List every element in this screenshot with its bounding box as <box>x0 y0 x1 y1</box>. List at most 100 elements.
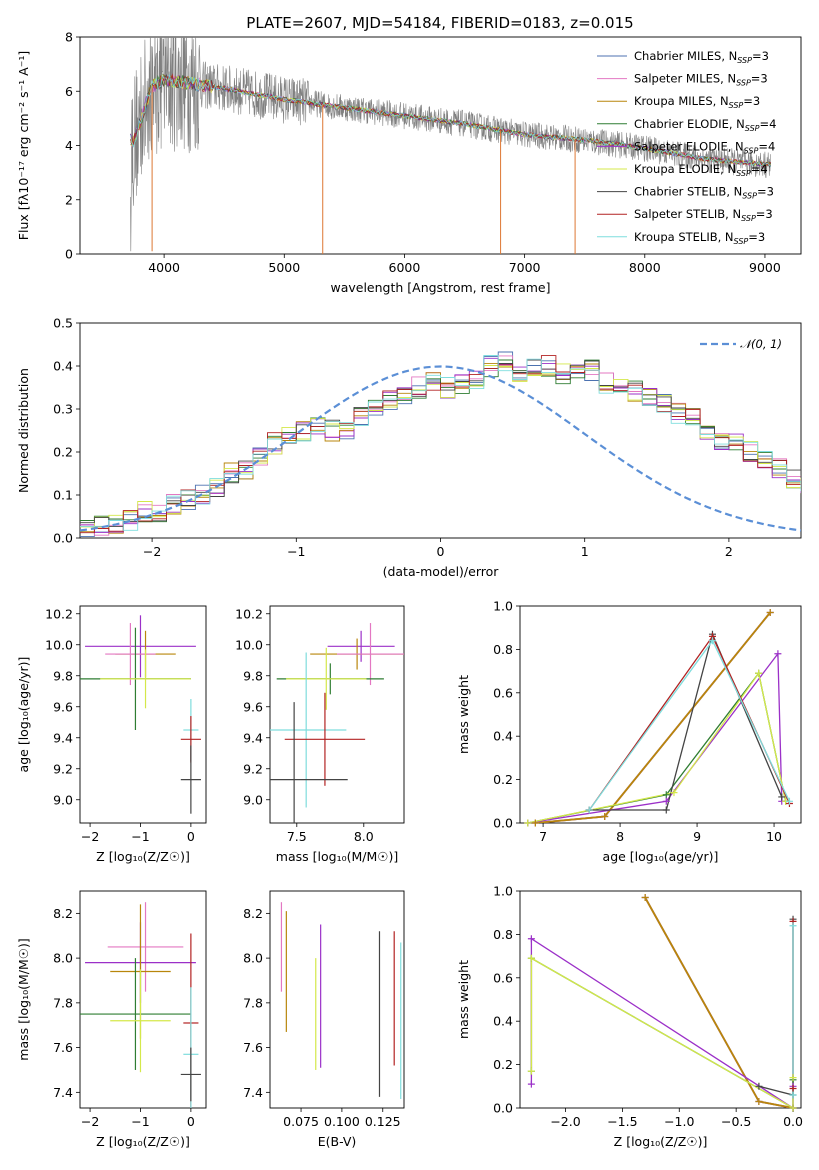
y-tick-label: 10.0 <box>45 637 73 652</box>
x-tick-label: 9 <box>693 829 701 844</box>
y-tick-label: 0.0 <box>53 531 73 546</box>
y-tick-label: 9.2 <box>243 761 263 776</box>
legend-label: Salpeter ELODIE, N <box>634 139 744 153</box>
figure-title: PLATE=2607, MJD=54184, FIBERID=0183, z=0… <box>246 14 633 32</box>
weight-point-marker <box>662 806 670 814</box>
weight-point-marker <box>524 819 532 827</box>
x-tick-label: −2.0 <box>550 1114 580 1129</box>
legend-subscript: SSP <box>729 101 744 110</box>
weight-point-marker <box>789 1091 797 1099</box>
weight-point-marker <box>601 812 609 820</box>
y-tick-label: 8.2 <box>243 906 263 921</box>
weight-point-marker <box>527 935 535 943</box>
histogram-step-line <box>80 351 801 537</box>
age-vs-Z-marks <box>80 615 201 814</box>
y-tick-label: 0.0 <box>493 816 513 831</box>
y-tick-label: 10.2 <box>45 606 73 621</box>
legend-nssp: =3 <box>757 185 774 199</box>
x-tick-label: 2 <box>725 544 733 559</box>
x-tick-label: 0.0 <box>783 1114 803 1129</box>
y-tick-label: 9.4 <box>53 730 73 745</box>
legend-nssp: =3 <box>743 94 760 108</box>
age-vs-Z-panel: −2 −1 0 9.0 9.2 9.4 9.6 9.8 10.0 10.2 Z [log₁₀(Z/Z… <box>16 605 207 864</box>
weight-point-marker <box>527 954 535 962</box>
y-tick-label: 0.4 <box>53 359 73 374</box>
weight-point-marker <box>641 894 649 902</box>
weight-series-line <box>644 897 794 1108</box>
y-tick-label: 9.0 <box>53 792 73 807</box>
x-tick-label: 7 <box>539 829 547 844</box>
y-tick-label: 0 <box>65 247 73 262</box>
legend-subscript: SSP <box>741 214 756 223</box>
y-tick-label: 10.2 <box>235 606 263 621</box>
y-tick-label: 4 <box>65 138 73 153</box>
y-tick-label: 0.0 <box>493 1101 513 1116</box>
weight-point-marker <box>662 797 670 805</box>
legend-entry: Salpeter STELIB, NSSP=3 <box>634 207 773 223</box>
legend-subscript: SSP <box>736 79 751 88</box>
legend-subscript: SSP <box>737 56 752 65</box>
weight-point-marker <box>789 1104 797 1112</box>
massweight-vs-Z-marks <box>530 897 794 1108</box>
axes-frame <box>79 322 802 539</box>
data-spectrum-line <box>130 37 771 252</box>
legend-entry: Salpeter MILES, NSSP=3 <box>634 72 768 88</box>
legend-subscript: SSP <box>734 237 749 246</box>
weight-series-line <box>535 611 771 823</box>
weight-point-marker <box>708 637 716 645</box>
y-tick-label: 7.8 <box>53 995 73 1010</box>
y-tick-label: 0.3 <box>53 402 73 417</box>
y-tick-label: 0.5 <box>53 316 73 331</box>
axes-frame <box>519 890 802 1109</box>
y-tick-label: 7.6 <box>243 1040 263 1055</box>
y-tick-label: 0.6 <box>493 685 513 700</box>
mass-vs-ebv-panel: 0.075 0.100 0.125 7.4 7.6 7.8 8.0 8.2 E(B-V) <box>243 890 405 1149</box>
weight-point-marker <box>531 819 539 827</box>
spectrum-legend: Chabrier MILES, NSSP=3 Salpeter MILES, NS… <box>597 49 776 246</box>
y-tick-label: 9.2 <box>53 761 73 776</box>
legend-nssp: =4 <box>751 162 768 176</box>
x-tick-label: −2 <box>143 544 161 559</box>
y-axis-label: mass weight <box>456 675 471 754</box>
x-tick-label: 7.5 <box>287 829 307 844</box>
weight-point-marker <box>789 1084 797 1092</box>
y-tick-label: 8 <box>65 30 73 45</box>
weight-series-line <box>644 897 794 1108</box>
weight-series-line <box>530 937 794 1108</box>
y-axis-label: age [log₁₀(age/yr)] <box>16 657 31 773</box>
legend-entry: Kroupa STELIB, NSSP=3 <box>634 230 765 246</box>
y-tick-label: 7.8 <box>243 995 263 1010</box>
y-tick-label: 0.2 <box>493 1057 513 1072</box>
y-axis-label: Flux [fλ10⁻¹⁷ erg cm⁻² s⁻¹ A⁻¹] <box>16 51 31 240</box>
y-tick-label: 8.0 <box>53 951 73 966</box>
weight-point-marker <box>789 922 797 930</box>
normal-legend-label: 𝒩(0, 1) <box>740 337 782 351</box>
legend-nssp: =3 <box>752 49 769 63</box>
y-tick-label: 0.8 <box>493 927 513 942</box>
y-tick-label: 9.8 <box>243 668 263 683</box>
y-tick-label: 6 <box>65 84 73 99</box>
weight-point-marker <box>785 797 793 805</box>
x-tick-label: −1.5 <box>607 1114 637 1129</box>
y-tick-label: 0.4 <box>493 729 513 744</box>
legend-nssp: =3 <box>751 72 768 86</box>
x-tick-label: −2 <box>81 829 99 844</box>
weight-point-marker <box>755 1097 763 1105</box>
weight-point-marker <box>527 1080 535 1088</box>
legend-subscript: SSP <box>736 169 751 178</box>
legend-entry: Chabrier MILES, NSSP=3 <box>634 49 769 65</box>
x-axis-label: (data-model)/error <box>383 564 500 579</box>
axes-frame <box>79 605 207 824</box>
mass-vs-ebv-marks <box>280 902 402 1100</box>
residuals-marks <box>80 351 801 537</box>
age-vs-mass-panel: 7.5 8.0 9.0 9.2 9.4 9.6 9.8 10.0 10.2 mass [log₁₀… <box>235 605 405 864</box>
axes-frame <box>79 890 207 1109</box>
legend-label: Chabrier STELIB, N <box>634 185 742 199</box>
weight-point-marker <box>527 1067 535 1075</box>
weight-point-marker <box>670 789 678 797</box>
legend-nssp: =3 <box>748 230 765 244</box>
x-axis-label: wavelength [Angstrom, rest frame] <box>330 280 550 295</box>
legend-label: Chabrier ELODIE, N <box>634 117 745 131</box>
massweight-vs-Z-panel: −2.0 −1.5 −1.0 −0.5 0.0 0.0 0.2 0.4 0.6 0.8 1.0 Z [… <box>456 884 803 1150</box>
y-tick-label: 7.4 <box>53 1085 73 1100</box>
